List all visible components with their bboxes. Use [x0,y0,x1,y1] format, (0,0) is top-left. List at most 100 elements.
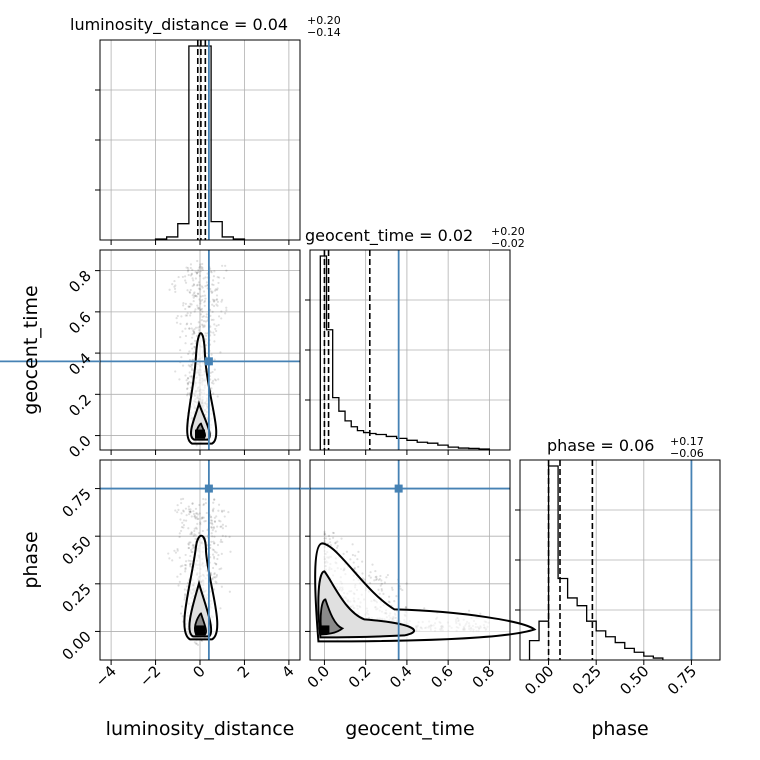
sample-point [181,521,184,524]
sample-point [188,541,191,544]
sample-point [215,298,218,302]
sample-point [218,276,221,279]
sample-point [191,333,194,336]
sample-point [188,371,191,374]
sample-point [390,586,394,589]
sample-point [351,543,354,546]
density-peak [319,625,330,635]
sample-point [202,290,206,293]
sample-point [197,281,201,284]
sample-point [479,612,482,615]
sample-point [192,292,196,295]
sample-point [335,546,339,549]
sample-point [324,537,328,540]
sample-point [186,394,189,397]
sample-point [375,577,378,581]
sample-point [205,344,208,347]
sample-point [184,374,187,377]
sample-point [220,310,223,313]
sample-point [222,276,226,280]
sample-point [191,268,194,271]
sample-point [221,298,224,301]
sample-point [221,540,224,544]
sample-point [173,279,176,283]
y-tick-label-geocent-time: 0.8 [65,267,95,297]
sample-point [174,370,177,373]
sample-point [181,330,184,333]
sample-point [194,507,198,510]
sample-point [193,310,196,313]
sample-point [203,520,206,523]
sample-point [180,512,183,515]
sample-point [196,271,199,274]
sample-point [184,314,187,317]
sample-point [211,283,214,286]
sample-point [193,345,196,348]
sample-point [197,287,201,290]
sample-point [184,275,187,278]
sample-point [194,516,197,519]
sample-point [215,551,218,554]
scatter-panel-luminosity-distance-vs-phase [95,459,301,665]
sample-point [379,584,382,587]
sample-point [224,535,227,538]
sample-point [174,284,177,287]
sample-point [204,297,207,300]
sample-point [361,572,364,575]
sample-point [221,534,224,537]
sample-point [191,347,194,350]
sample-point [210,532,213,535]
sample-point [200,319,203,322]
sample-point [405,582,408,585]
sample-point [354,554,357,557]
sample-point [211,303,214,306]
sample-point [323,530,326,533]
x-tick-label-luminosity-distance: 0 [189,662,208,681]
sample-point [214,379,218,382]
sample-point [213,550,217,553]
sample-point [213,358,216,361]
sample-point [198,306,201,310]
sample-point [184,302,187,305]
sample-point [196,304,199,307]
sample-point [210,353,213,356]
sample-point [220,317,223,320]
sample-point [210,387,213,390]
sample-point [212,279,215,282]
sample-point [225,269,228,272]
sample-point [213,378,216,381]
sample-point [203,324,206,327]
sample-point [186,322,189,325]
sample-point [192,296,195,299]
sample-point [194,294,197,298]
sample-point [190,531,193,534]
sample-point [175,317,178,320]
density-peak [195,625,205,635]
sample-point [192,351,195,354]
sample-point [228,535,231,538]
sample-point [193,515,196,518]
sample-point [210,291,214,294]
sample-point [213,270,216,273]
sample-point [189,562,192,565]
sample-point [205,315,208,318]
sample-point [201,268,204,272]
sample-point [190,273,193,276]
title-luminosity-distance-plus: +0.20 [307,14,341,27]
sample-point [204,320,207,323]
sample-point [184,593,187,596]
sample-point [179,322,182,325]
sample-point [378,577,381,581]
sample-point [173,549,176,552]
x-tick-label-geocent-time: 0.2 [345,662,375,692]
sample-point [213,520,217,523]
sample-point [189,314,192,317]
sample-point [212,527,215,530]
sample-point [199,523,202,526]
sample-point [202,277,205,280]
sample-point [378,592,381,595]
sample-point [187,527,190,530]
sample-point [190,531,193,534]
sample-point [193,332,196,335]
sample-point [212,548,215,552]
